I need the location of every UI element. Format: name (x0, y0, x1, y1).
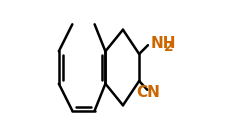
Text: CN: CN (137, 85, 160, 100)
Text: NH: NH (151, 36, 176, 51)
Text: 2: 2 (163, 40, 173, 54)
